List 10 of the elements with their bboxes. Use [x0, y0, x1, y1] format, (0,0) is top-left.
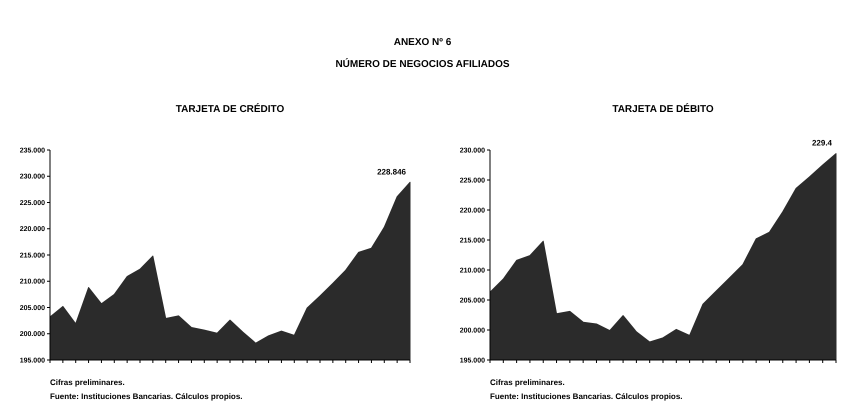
text: 229.4 [812, 138, 833, 148]
annotation: 228.846 [377, 167, 407, 176]
source-note: Fuente: Instituciones Bancarias. Cálculos propios. [50, 392, 242, 401]
text: NÚMERO DE NEGOCIOS AFILIADOS [335, 58, 510, 70]
chart-title: TARJETA DE CRÉDITO [176, 103, 284, 115]
text: ANEXO Nº 6 [394, 37, 452, 48]
source-note: Fuente: Instituciones Bancarias. Cálculos propios. [490, 392, 682, 401]
text: Cifras preliminares. [50, 378, 125, 387]
text: Cifras preliminares. [490, 378, 565, 387]
chart-title: TARJETA DE DÉBITO [612, 103, 714, 115]
